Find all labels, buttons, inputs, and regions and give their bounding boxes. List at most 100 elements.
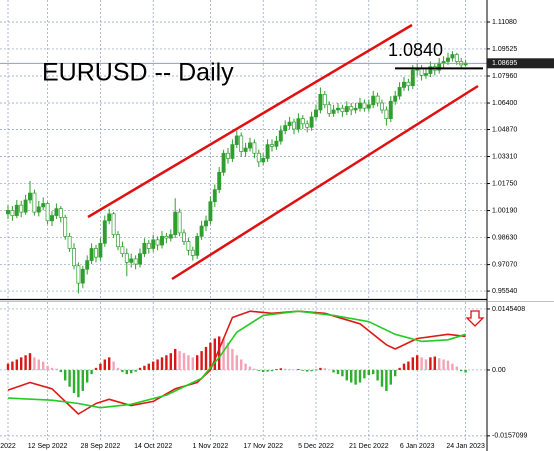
histogram-bar: [20, 357, 23, 370]
histogram-bar: [424, 359, 428, 370]
y-tick-label: 1.06400: [492, 100, 517, 107]
candle-body: [190, 249, 195, 256]
candle-body: [32, 192, 37, 213]
candle-body: [384, 109, 389, 119]
level-label: 1.0840: [388, 40, 443, 60]
candle-body: [344, 106, 349, 113]
candle-body: [331, 109, 336, 114]
histogram-bar: [451, 363, 454, 370]
candle-body: [168, 234, 173, 239]
histogram-bar: [11, 361, 14, 370]
candle-body: [270, 144, 274, 147]
histogram-bar: [226, 342, 230, 370]
histogram-bar: [411, 357, 414, 370]
candle-body: [6, 210, 10, 215]
histogram-bar: [130, 369, 133, 374]
candle-body: [120, 246, 125, 255]
x-tick-label: 1 Nov 2022: [192, 443, 228, 450]
candle-body: [261, 158, 266, 163]
histogram-bar: [446, 360, 450, 370]
histogram-bar: [464, 369, 467, 373]
histogram-bar: [15, 359, 18, 370]
candle-body: [76, 265, 81, 284]
candle-body: [111, 213, 116, 235]
chart-title: EURUSD -- Daily: [42, 59, 234, 87]
candle-body: [248, 142, 252, 149]
histogram-bar: [204, 346, 208, 370]
histogram-bar: [455, 366, 458, 370]
candle-body: [133, 258, 138, 265]
histogram-bar: [389, 369, 392, 385]
candle-body: [358, 102, 362, 109]
candle-body: [454, 54, 459, 62]
candle-body: [230, 144, 235, 159]
candle-body: [322, 94, 327, 106]
histogram-bar: [90, 369, 93, 375]
candle-body: [124, 253, 129, 263]
histogram-bar: [156, 359, 159, 370]
candle-body: [278, 130, 283, 142]
candle-body: [116, 234, 120, 248]
histogram-bar: [253, 368, 256, 370]
candle-body: [177, 211, 182, 234]
candle-body: [102, 220, 107, 244]
histogram-bar: [235, 355, 238, 370]
histogram-bar: [46, 365, 49, 370]
candle-body: [67, 236, 72, 249]
candle-body: [283, 125, 288, 132]
candle-body: [314, 109, 318, 118]
candle-body: [160, 236, 164, 246]
histogram-bar: [262, 369, 265, 373]
histogram-bar: [336, 369, 340, 375]
indicator-line: [7, 310, 466, 409]
candle-body: [256, 152, 261, 163]
y-tick-label: 1.00190: [492, 207, 517, 214]
candle-body: [446, 57, 450, 62]
histogram-bar: [398, 367, 401, 370]
candle-body: [10, 210, 15, 216]
histogram-bar: [138, 367, 142, 370]
candle-body: [107, 213, 112, 222]
histogram-bar: [68, 369, 71, 387]
histogram-bar: [108, 357, 111, 370]
candle-body: [14, 204, 19, 216]
histogram-bar: [77, 369, 80, 398]
plot: [0, 51, 487, 415]
histogram-bar: [380, 369, 384, 387]
candle-body: [406, 81, 411, 87]
candle-body: [252, 142, 257, 154]
histogram-bar: [438, 358, 441, 370]
candle-body: [305, 123, 310, 128]
y-tick-label: 0.0145408: [492, 306, 525, 313]
candle-body: [151, 239, 156, 249]
histogram-bar: [196, 355, 199, 370]
candle-body: [287, 121, 292, 126]
candle-body: [217, 171, 222, 190]
x-tick-label: 21 Dec 2022: [349, 443, 389, 450]
histogram-bar: [341, 369, 344, 377]
candle-body: [336, 107, 340, 111]
histogram-bar: [134, 369, 137, 372]
histogram-bar: [213, 338, 216, 370]
candle-body: [340, 107, 345, 113]
candle-body: [234, 135, 239, 145]
histogram-bar: [248, 366, 252, 370]
candle-body: [63, 216, 68, 237]
histogram-bar: [94, 367, 98, 370]
last-price-tag: [487, 58, 554, 69]
candle-body: [45, 203, 50, 222]
histogram-bar: [191, 357, 194, 370]
candle-body: [195, 236, 200, 256]
candle-body: [309, 116, 314, 128]
x-tick-label: 12 Sep 2022: [28, 443, 68, 450]
candle-body: [428, 66, 433, 74]
y-tick-label: -0.0157099: [492, 433, 528, 440]
y-tick-label: 1.07960: [492, 73, 517, 80]
histogram-bar: [42, 361, 45, 370]
candle-body: [182, 232, 186, 242]
histogram-bar: [33, 357, 36, 370]
histogram-bar: [169, 353, 172, 370]
candle-body: [138, 253, 142, 265]
histogram-bar: [314, 369, 318, 371]
